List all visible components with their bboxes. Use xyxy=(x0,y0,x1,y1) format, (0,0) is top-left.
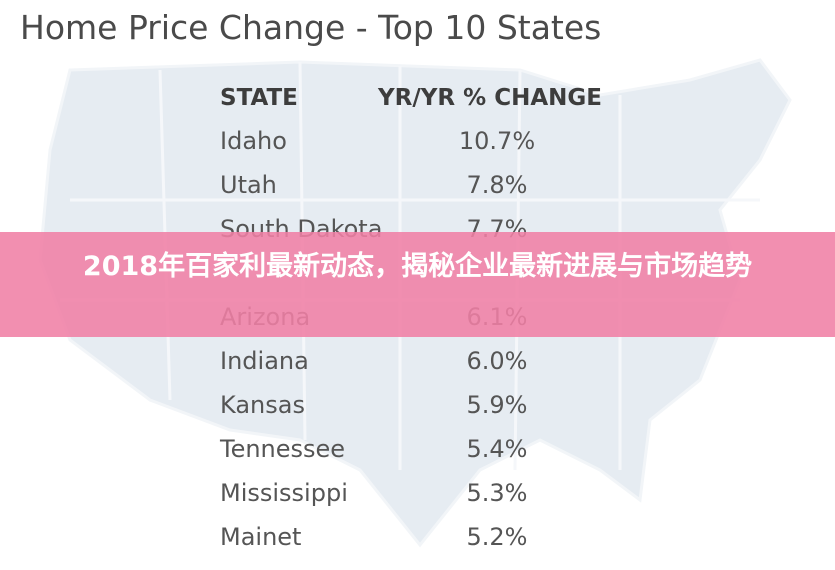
column-header: STATE xyxy=(220,85,298,111)
change-cell: 5.2% xyxy=(466,523,528,551)
state-cell: Mainet xyxy=(220,523,302,551)
state-cell: Kansas xyxy=(220,391,305,419)
change-cell: 6.0% xyxy=(466,347,528,375)
state-cell: Utah xyxy=(220,171,277,199)
change-cell: 10.7% xyxy=(458,127,536,155)
state-cell: Indiana xyxy=(220,347,309,375)
banner: 2018年百家利最新动态，揭秘企业最新进展与市场趋势 xyxy=(0,232,835,337)
column-header: YR/YR % CHANGE xyxy=(378,85,602,111)
state-cell: Mississippi xyxy=(220,479,348,507)
title: Home Price Change - Top 10 States xyxy=(20,8,602,47)
change-cell: 7.8% xyxy=(466,171,528,199)
change-cell: 5.9% xyxy=(466,391,528,419)
change-cell: 5.3% xyxy=(466,479,528,507)
banner-text: 2018年百家利最新动态，揭秘企业最新进展与市场趋势 xyxy=(82,251,753,282)
state-cell: Idaho xyxy=(220,127,287,155)
change-cell: 5.4% xyxy=(466,435,528,463)
state-cell: Tennessee xyxy=(220,435,346,463)
